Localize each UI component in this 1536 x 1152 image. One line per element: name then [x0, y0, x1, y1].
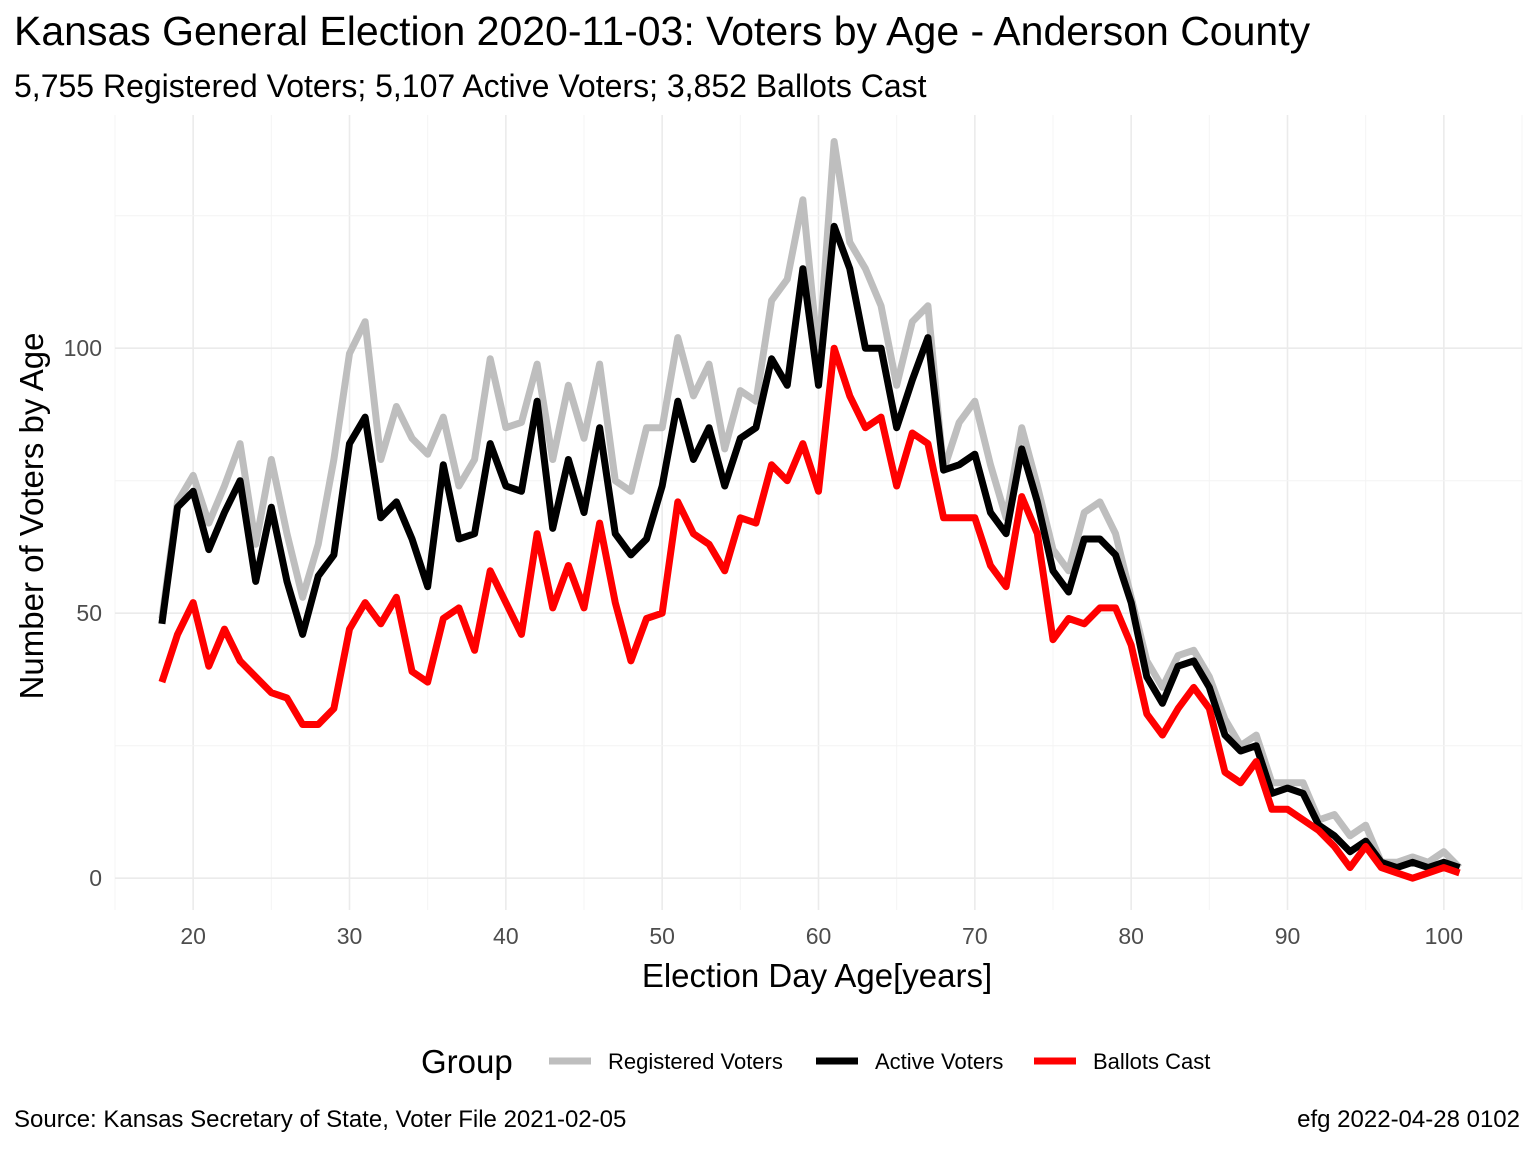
y-tick-label: 100 — [64, 335, 102, 361]
series-line-ballots-cast — [158, 344, 1461, 882]
source-caption: Source: Kansas Secretary of State, Voter… — [14, 1106, 627, 1133]
legend-label-active-voters: Active Voters — [875, 1049, 1003, 1074]
x-axis-tick-labels: 20 30 40 50 60 70 80 90 100 — [180, 923, 1463, 949]
x-axis-label: Election Day Age[years] — [642, 957, 992, 994]
legend-label-ballots-cast: Ballots Cast — [1093, 1049, 1210, 1074]
series-line-registered-voters — [158, 138, 1462, 871]
legend-title: Group — [421, 1043, 513, 1080]
y-tick-label: 0 — [89, 865, 102, 891]
series-lines — [158, 138, 1462, 882]
x-tick-label: 90 — [1275, 923, 1301, 949]
x-tick-label: 40 — [493, 923, 519, 949]
chart-subtitle: 5,755 Registered Voters; 5,107 Active Vo… — [14, 68, 927, 104]
y-axis-tick-labels: 0 50 100 — [64, 335, 102, 891]
chart-title: Kansas General Election 2020-11-03: Vote… — [14, 8, 1311, 54]
x-tick-label: 50 — [649, 923, 675, 949]
x-tick-label: 60 — [806, 923, 832, 949]
y-tick-label: 50 — [76, 600, 102, 626]
x-tick-label: 20 — [180, 923, 206, 949]
x-tick-label: 100 — [1425, 923, 1463, 949]
legend-label-registered-voters: Registered Voters — [608, 1049, 783, 1074]
credit-caption: efg 2022-04-28 0102 — [1297, 1106, 1520, 1133]
y-axis-label: Number of Voters by Age — [13, 333, 50, 700]
x-tick-label: 80 — [1118, 923, 1144, 949]
series-line-active-voters — [158, 222, 1461, 872]
x-tick-label: 70 — [962, 923, 988, 949]
x-tick-label: 30 — [337, 923, 363, 949]
legend: Group Registered Voters Active Voters Ball… — [421, 1043, 1210, 1080]
